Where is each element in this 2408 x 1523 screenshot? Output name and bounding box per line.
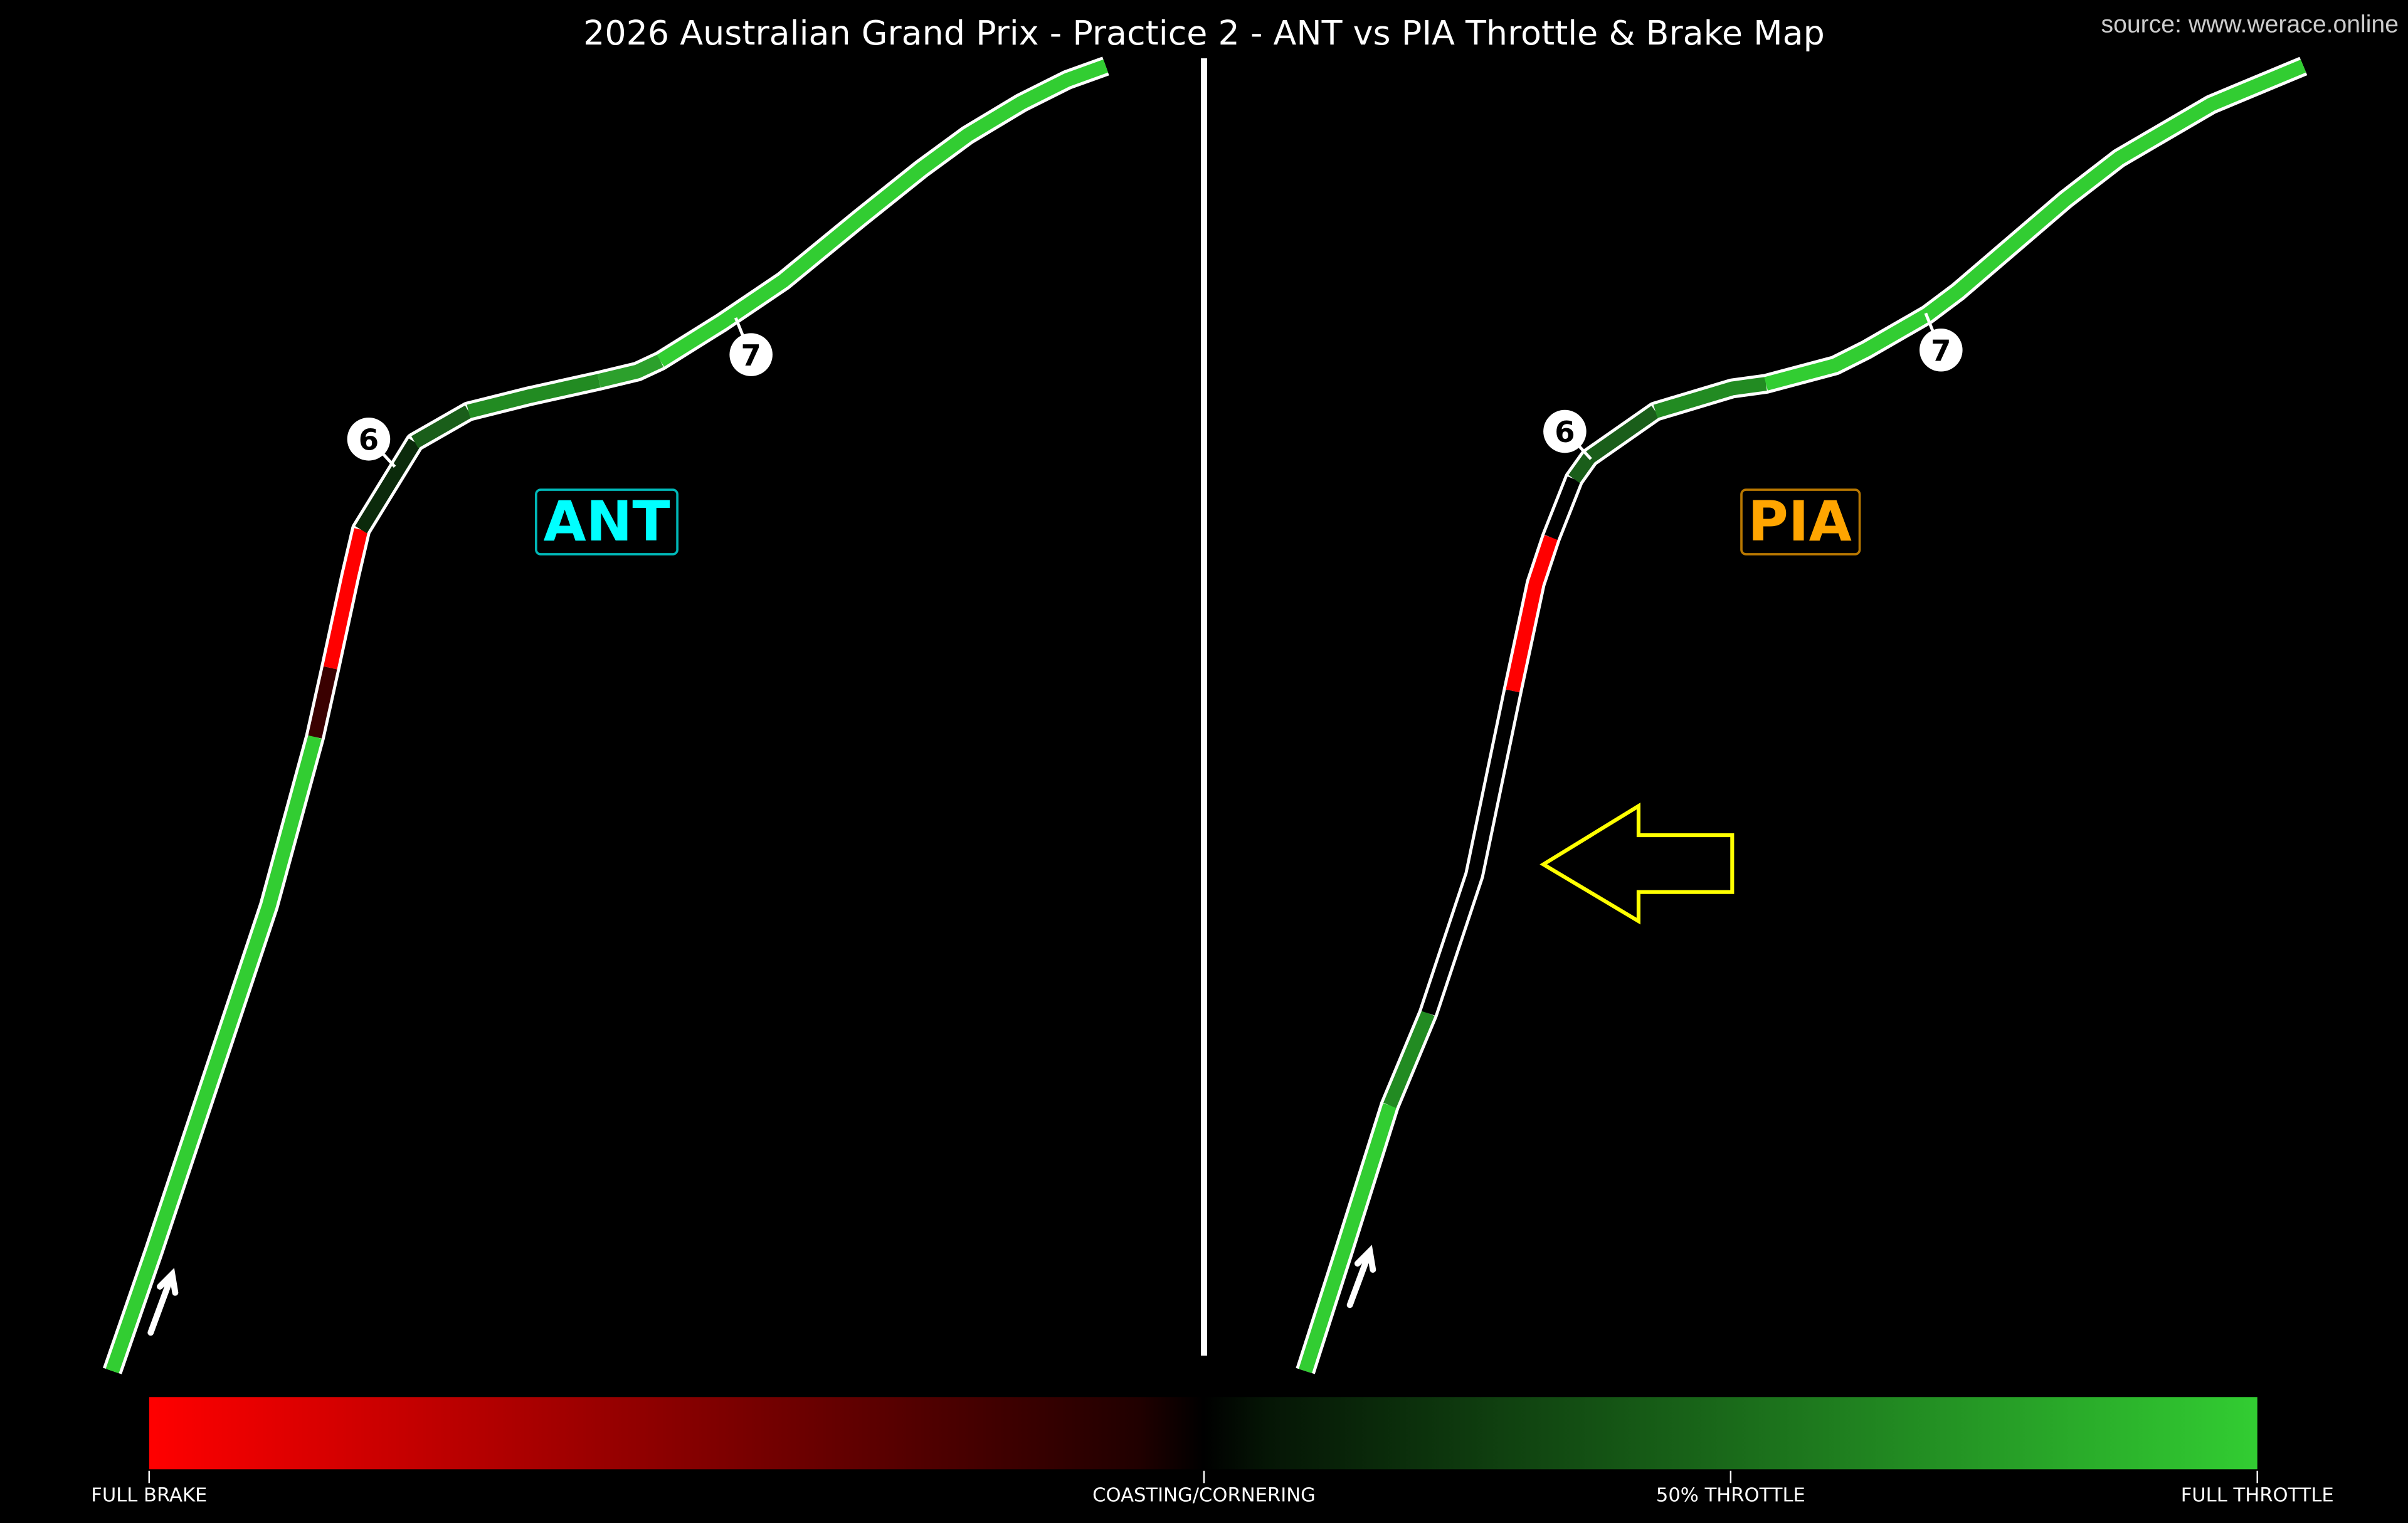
track-maps <box>103 56 2308 1374</box>
track-segment-pia <box>1568 406 1660 483</box>
driver-label-pia: PIA <box>1740 488 1861 556</box>
source-credit: source: www.werace.online <box>2101 11 2399 38</box>
turn-marker-pia-6: 6 <box>1543 409 1592 460</box>
driver-label-box <box>535 488 679 556</box>
turn-marker-ant-7: 7 <box>729 317 773 376</box>
track-outline-ant <box>103 56 1109 1374</box>
track-outline-pia <box>1296 56 2308 1374</box>
colorbar-label-full-brake: FULL BRAKE <box>91 1485 207 1507</box>
track-segment-pia <box>1506 535 1558 693</box>
start-direction-arrow-icon <box>1346 1245 1376 1309</box>
track-segment-pia <box>1653 377 1767 418</box>
svg-text:6: 6 <box>1555 415 1575 449</box>
colorbar-label-50-throttle: 50% THROTTLE <box>1656 1485 1805 1507</box>
track-segment-ant <box>323 528 368 670</box>
track-segment-ant <box>467 374 601 418</box>
driver-label-box <box>1740 488 1861 556</box>
driver-code: ANT <box>543 489 670 554</box>
start-direction-arrow-icon <box>147 1268 179 1336</box>
colorbar: FULL BRAKE COASTING/CORNERING 50% THROTT… <box>91 1397 2334 1507</box>
svg-text:7: 7 <box>741 339 761 372</box>
track-segment-pia <box>1383 1010 1435 1109</box>
track-segment-pia <box>1299 1103 1397 1373</box>
track-segment-pia <box>1764 60 2306 391</box>
track-segment-ant <box>597 354 663 387</box>
colorbar-label-full-throttle: FULL THROTTLE <box>2181 1485 2334 1507</box>
highlight-arrow-icon <box>1539 803 1735 925</box>
track-segment-ant <box>355 438 421 534</box>
svg-text:6: 6 <box>359 423 379 456</box>
chart-title: 2026 Australian Grand Prix - Practice 2 … <box>583 13 1825 53</box>
track-segment-pia <box>1422 689 1519 1016</box>
track-segment-pia <box>1545 476 1581 540</box>
track-segment-ant <box>411 405 472 448</box>
track-segment-ant <box>657 59 1109 367</box>
driver-code: PIA <box>1748 489 1852 554</box>
colorbar-label-coasting: COASTING/CORNERING <box>1092 1485 1316 1507</box>
track-segment-ant <box>105 735 322 1374</box>
svg-text:7: 7 <box>1931 334 1951 367</box>
track-segment-ant <box>308 666 337 739</box>
driver-label-ant: ANT <box>535 488 679 556</box>
turn-marker-pia-7: 7 <box>1920 312 1963 372</box>
colorbar-gradient <box>149 1397 2258 1470</box>
turn-marker-ant-6: 6 <box>347 418 396 468</box>
